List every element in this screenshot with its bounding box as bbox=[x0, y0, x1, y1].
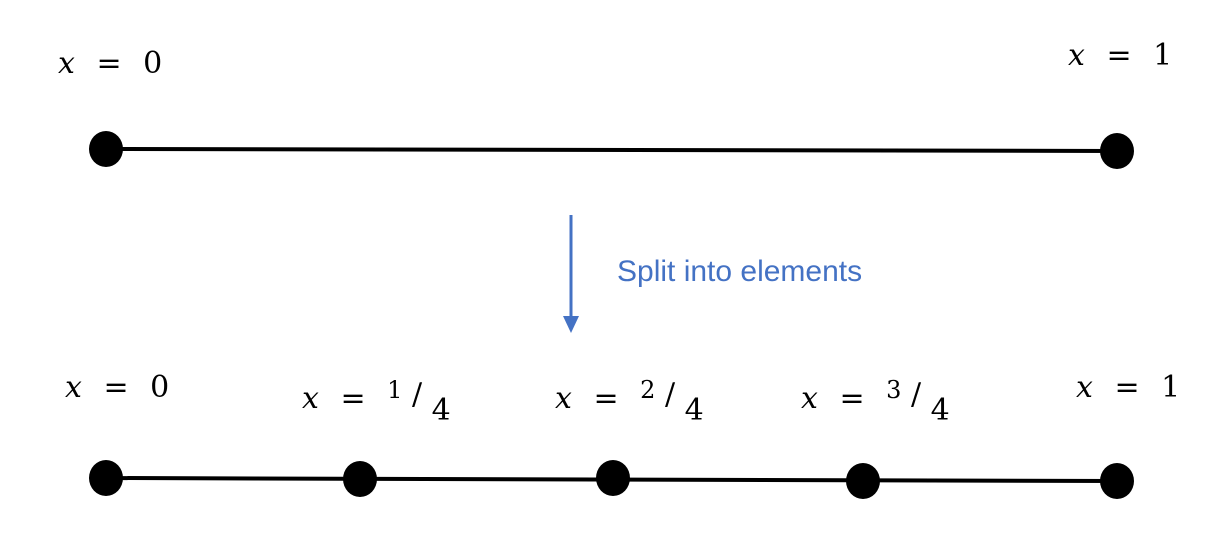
top-label-right: x = 1 bbox=[1068, 38, 1172, 73]
bottom-node-2 bbox=[596, 460, 630, 496]
top-line-group: x = 0 x = 1 bbox=[58, 38, 1172, 169]
split-arrow-group: Split into elements bbox=[563, 215, 862, 333]
bottom-label-2: x = 2 / 4 bbox=[555, 371, 704, 428]
bottom-label-0: x = 0 bbox=[65, 370, 169, 405]
top-domain-line bbox=[105, 147, 1118, 153]
bottom-label-1: x = 1 / 4 bbox=[302, 371, 451, 428]
split-caption: Split into elements bbox=[617, 255, 862, 288]
top-node-left bbox=[89, 131, 123, 167]
top-node-right bbox=[1100, 133, 1134, 169]
bottom-label-4: x = 1 bbox=[1076, 370, 1180, 405]
bottom-node-3 bbox=[846, 463, 880, 499]
bottom-node-1 bbox=[343, 461, 377, 497]
arrow-down-icon bbox=[563, 316, 579, 333]
top-label-left: x = 0 bbox=[58, 46, 162, 81]
bottom-node-4 bbox=[1100, 463, 1134, 499]
bottom-node-0 bbox=[89, 460, 123, 496]
bottom-line-group: x = 0 x = 1 / 4 x = 2 / 4 x = 3 / 4 x = bbox=[65, 370, 1180, 499]
bottom-label-3: x = 3 / 4 bbox=[801, 371, 950, 428]
